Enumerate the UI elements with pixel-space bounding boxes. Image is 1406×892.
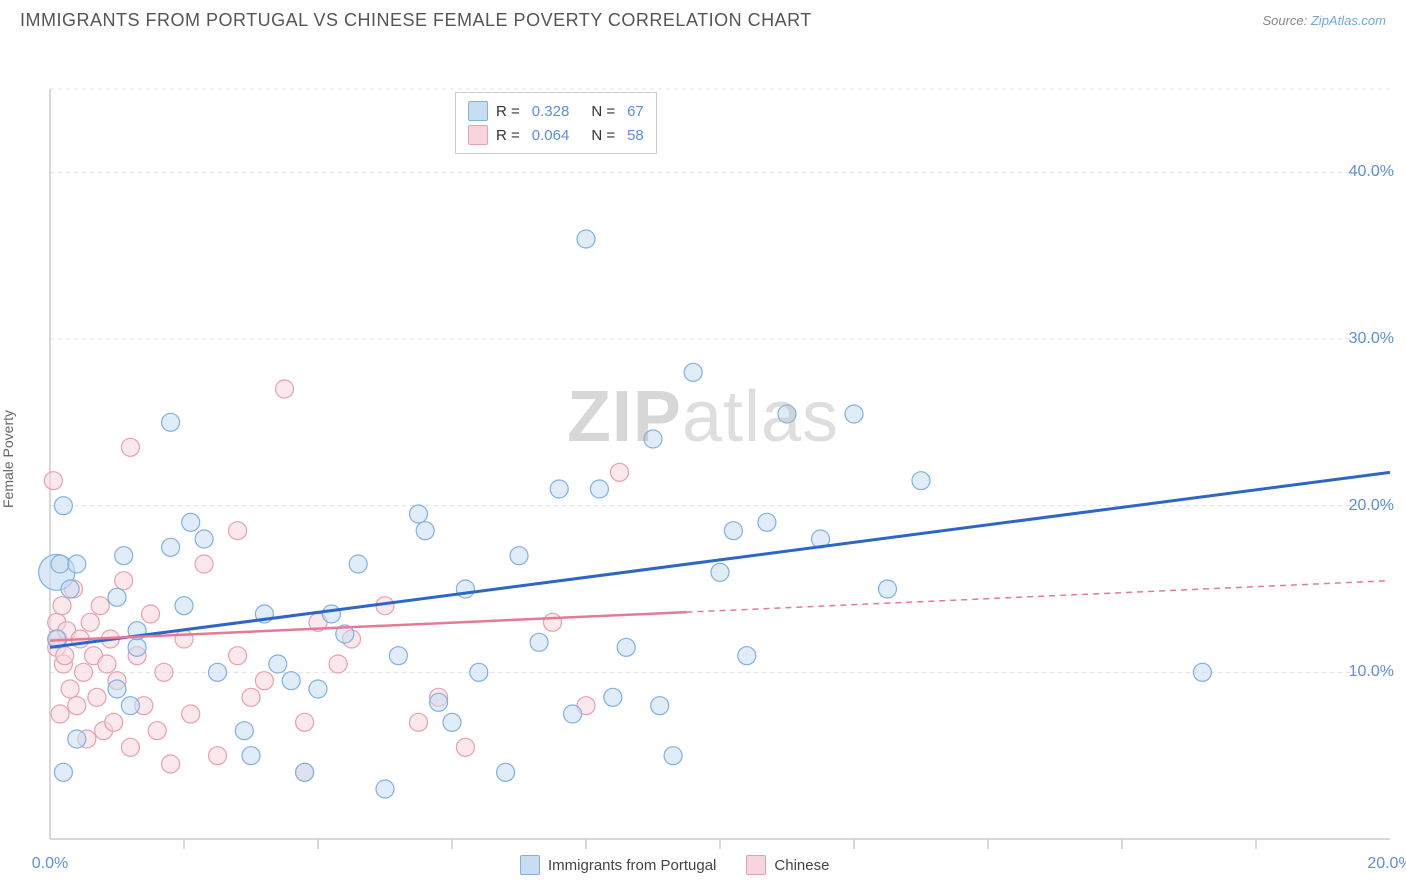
legend-swatch	[746, 855, 766, 875]
legend-series-label: Immigrants from Portugal	[548, 857, 716, 874]
legend-correlation: R = 0.328N = 67R = 0.064N = 58	[455, 92, 657, 154]
header-bar: IMMIGRANTS FROM PORTUGAL VS CHINESE FEMA…	[0, 0, 1406, 39]
y-tick-label: 20.0%	[1349, 497, 1394, 515]
legend-series-label: Chinese	[774, 857, 829, 874]
scatter-chart-svg	[0, 39, 1406, 879]
legend-correlation-row: R = 0.328N = 67	[468, 99, 644, 123]
y-tick-label: 10.0%	[1349, 663, 1394, 681]
legend-swatch	[520, 855, 540, 875]
legend-correlation-row: R = 0.064N = 58	[468, 123, 644, 147]
legend-series-item: Immigrants from Portugal	[520, 855, 716, 875]
legend-swatch	[468, 101, 488, 121]
source-link[interactable]: ZipAtlas.com	[1311, 13, 1386, 28]
legend-series: Immigrants from Portugal Chinese	[520, 855, 829, 875]
legend-series-item: Chinese	[746, 855, 829, 875]
x-tick-label: 20.0%	[1367, 855, 1406, 873]
legend-swatch	[468, 125, 488, 145]
chart-title: IMMIGRANTS FROM PORTUGAL VS CHINESE FEMA…	[20, 10, 812, 31]
y-tick-label: 40.0%	[1349, 163, 1394, 181]
chart-area: Female Poverty ZIPatlas R = 0.328N = 67R…	[0, 39, 1406, 879]
y-tick-label: 30.0%	[1349, 330, 1394, 348]
source-label: Source: ZipAtlas.com	[1262, 13, 1386, 28]
y-axis-label: Female Poverty	[0, 410, 16, 508]
x-tick-label: 0.0%	[32, 855, 68, 873]
